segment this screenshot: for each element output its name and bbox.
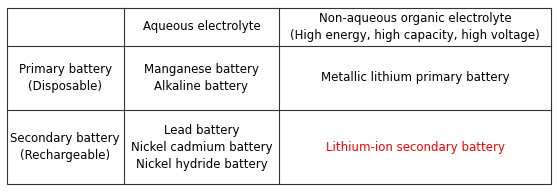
Text: Aqueous electrolyte: Aqueous electrolyte: [142, 20, 260, 33]
Text: Lithium-ion secondary battery: Lithium-ion secondary battery: [326, 141, 504, 154]
Text: Secondary battery
(Rechargeable): Secondary battery (Rechargeable): [11, 132, 120, 162]
Text: Metallic lithium primary battery: Metallic lithium primary battery: [321, 71, 509, 84]
Text: Lead battery
Nickel cadmium battery
Nickel hydride battery: Lead battery Nickel cadmium battery Nick…: [131, 124, 272, 171]
Text: Manganese battery
Alkaline battery: Manganese battery Alkaline battery: [144, 63, 259, 93]
Text: Primary battery
(Disposable): Primary battery (Disposable): [18, 63, 112, 93]
Text: Non-aqueous organic electrolyte
(High energy, high capacity, high voltage): Non-aqueous organic electrolyte (High en…: [290, 12, 540, 42]
